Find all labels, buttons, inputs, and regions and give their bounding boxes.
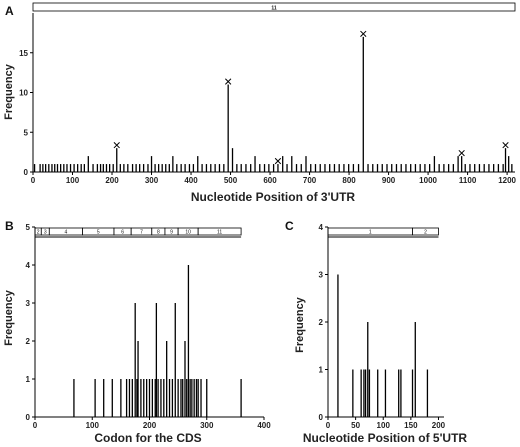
y-tick-label-c-2: 2 [319,318,324,327]
bars-a [33,36,513,172]
y-tick-label-a-3: 15 [19,49,28,58]
region-label-a-0: 11 [271,6,277,12]
region-label-b-0: 2 [37,230,40,236]
x-tick-label-a-11: 1100 [459,176,477,185]
peak-marker-stroke-1-2 [225,78,232,85]
region-label-b-9: 11 [217,230,222,236]
y-ticks-c: 0 1 2 3 4 [319,223,328,422]
peak-marker-a-5 [502,141,509,149]
y-tick-label-c-3: 3 [319,271,324,280]
y-tick-label-a-2: 10 [19,89,28,98]
x-tick-label-c-3: 150 [404,421,418,430]
region-label-b-2: 4 [65,230,68,236]
x-tick-label-a-8: 800 [342,176,356,185]
peak-marker-stroke-3-2 [360,30,367,38]
y-tick-label-b-3: 3 [26,299,31,308]
panel-label-b: B [5,219,14,233]
y-tick-label-a-1: 5 [24,128,29,137]
x-ticks-b: 0 100 200 300 400 [33,417,271,430]
y-tick-label-b-5: 5 [26,223,31,232]
region-box-c-1 [412,227,439,236]
region-box-b-9 [197,227,242,236]
bars-c [337,274,429,417]
peak-marker-a-2 [274,157,282,165]
x-axis-label-c: Nucleotide Position of 5'UTR [303,431,468,445]
x-tick-label-b-2: 200 [143,421,157,430]
x-tick-label-a-2: 200 [105,176,119,185]
region-label-b-3: 5 [97,230,100,236]
x-tick-label-b-3: 300 [200,421,214,430]
y-tick-label-c-1: 1 [319,366,324,375]
x-tick-label-a-4: 400 [184,176,198,185]
x-axis-label-a: Nucleotide Position of 3'UTR [191,190,356,204]
bars-b [73,265,242,417]
peak-markers-a [113,30,509,165]
y-tick-label-c-4: 4 [319,223,324,232]
x-tick-label-a-5: 500 [224,176,238,185]
x-tick-label-a-7: 700 [303,176,317,185]
x-tick-label-c-0: 0 [326,421,331,430]
x-tick-label-a-3: 300 [145,176,159,185]
region-label-b-5: 7 [140,230,143,236]
x-tick-label-c-4: 200 [432,421,446,430]
x-tick-label-a-1: 100 [66,176,80,185]
region-band-a: 11 [32,2,516,12]
peak-marker-stroke-2-2 [274,157,282,165]
y-tick-label-a-0: 0 [24,168,29,177]
x-ticks-a: 0 100 200 300 400 500 600 700 800 900 1000 1100 1200 [31,172,517,185]
region-label-b-1: 3 [44,230,47,236]
x-tick-label-a-10: 1000 [419,176,437,185]
region-label-c-1: 2 [424,230,427,236]
panel-label-c: C [285,219,294,233]
region-label-b-8: 10 [185,230,191,236]
panel-a: A 11 0 5 10 15 0 100 200 300 400 500 600 700 800 900… [3,2,517,204]
region-band-b: 2 3 4 5 6 7 8 9 10 11 [34,227,242,238]
x-tick-label-a-6: 600 [263,176,277,185]
x-axis-label-b: Codon for the CDS [94,431,201,445]
y-tick-label-b-2: 2 [26,337,31,346]
peak-marker-a-1 [225,78,232,85]
x-tick-label-b-4: 400 [257,421,271,430]
y-tick-label-b-1: 1 [26,375,31,384]
panel-label-a: A [5,4,14,18]
y-tick-label-c-0: 0 [319,413,324,422]
region-label-c-0: 1 [369,230,372,236]
y-tick-label-b-4: 4 [26,261,31,270]
x-tick-label-b-0: 0 [33,421,38,430]
peak-marker-stroke-0-2 [113,141,120,149]
peak-marker-stroke-5-2 [502,141,509,149]
x-tick-label-a-0: 0 [31,176,36,185]
region-label-b-4: 6 [121,230,124,236]
x-ticks-c: 0 50 100 150 200 [326,417,446,430]
y-ticks-a: 0 5 10 15 [19,49,33,177]
y-axis-label-b: Frequency [3,289,15,346]
peak-marker-stroke-4-2 [458,149,465,157]
y-axis-label-a: Frequency [3,63,15,120]
x-tick-label-a-9: 900 [382,176,396,185]
y-ticks-b: 0 1 2 3 4 5 [26,223,35,422]
x-tick-label-c-1: 50 [351,421,360,430]
x-tick-label-b-1: 100 [86,421,100,430]
peak-marker-a-4 [458,149,465,157]
region-box-a-0 [32,2,516,12]
x-tick-label-a-12: 1200 [498,176,516,185]
y-axis-label-c: Frequency [294,296,306,353]
region-label-b-7: 9 [170,230,173,236]
y-tick-label-b-0: 0 [26,413,31,422]
peak-marker-a-3 [360,30,367,38]
x-tick-label-c-2: 100 [377,421,391,430]
peak-marker-a-0 [113,141,120,149]
region-label-b-6: 8 [157,230,160,236]
